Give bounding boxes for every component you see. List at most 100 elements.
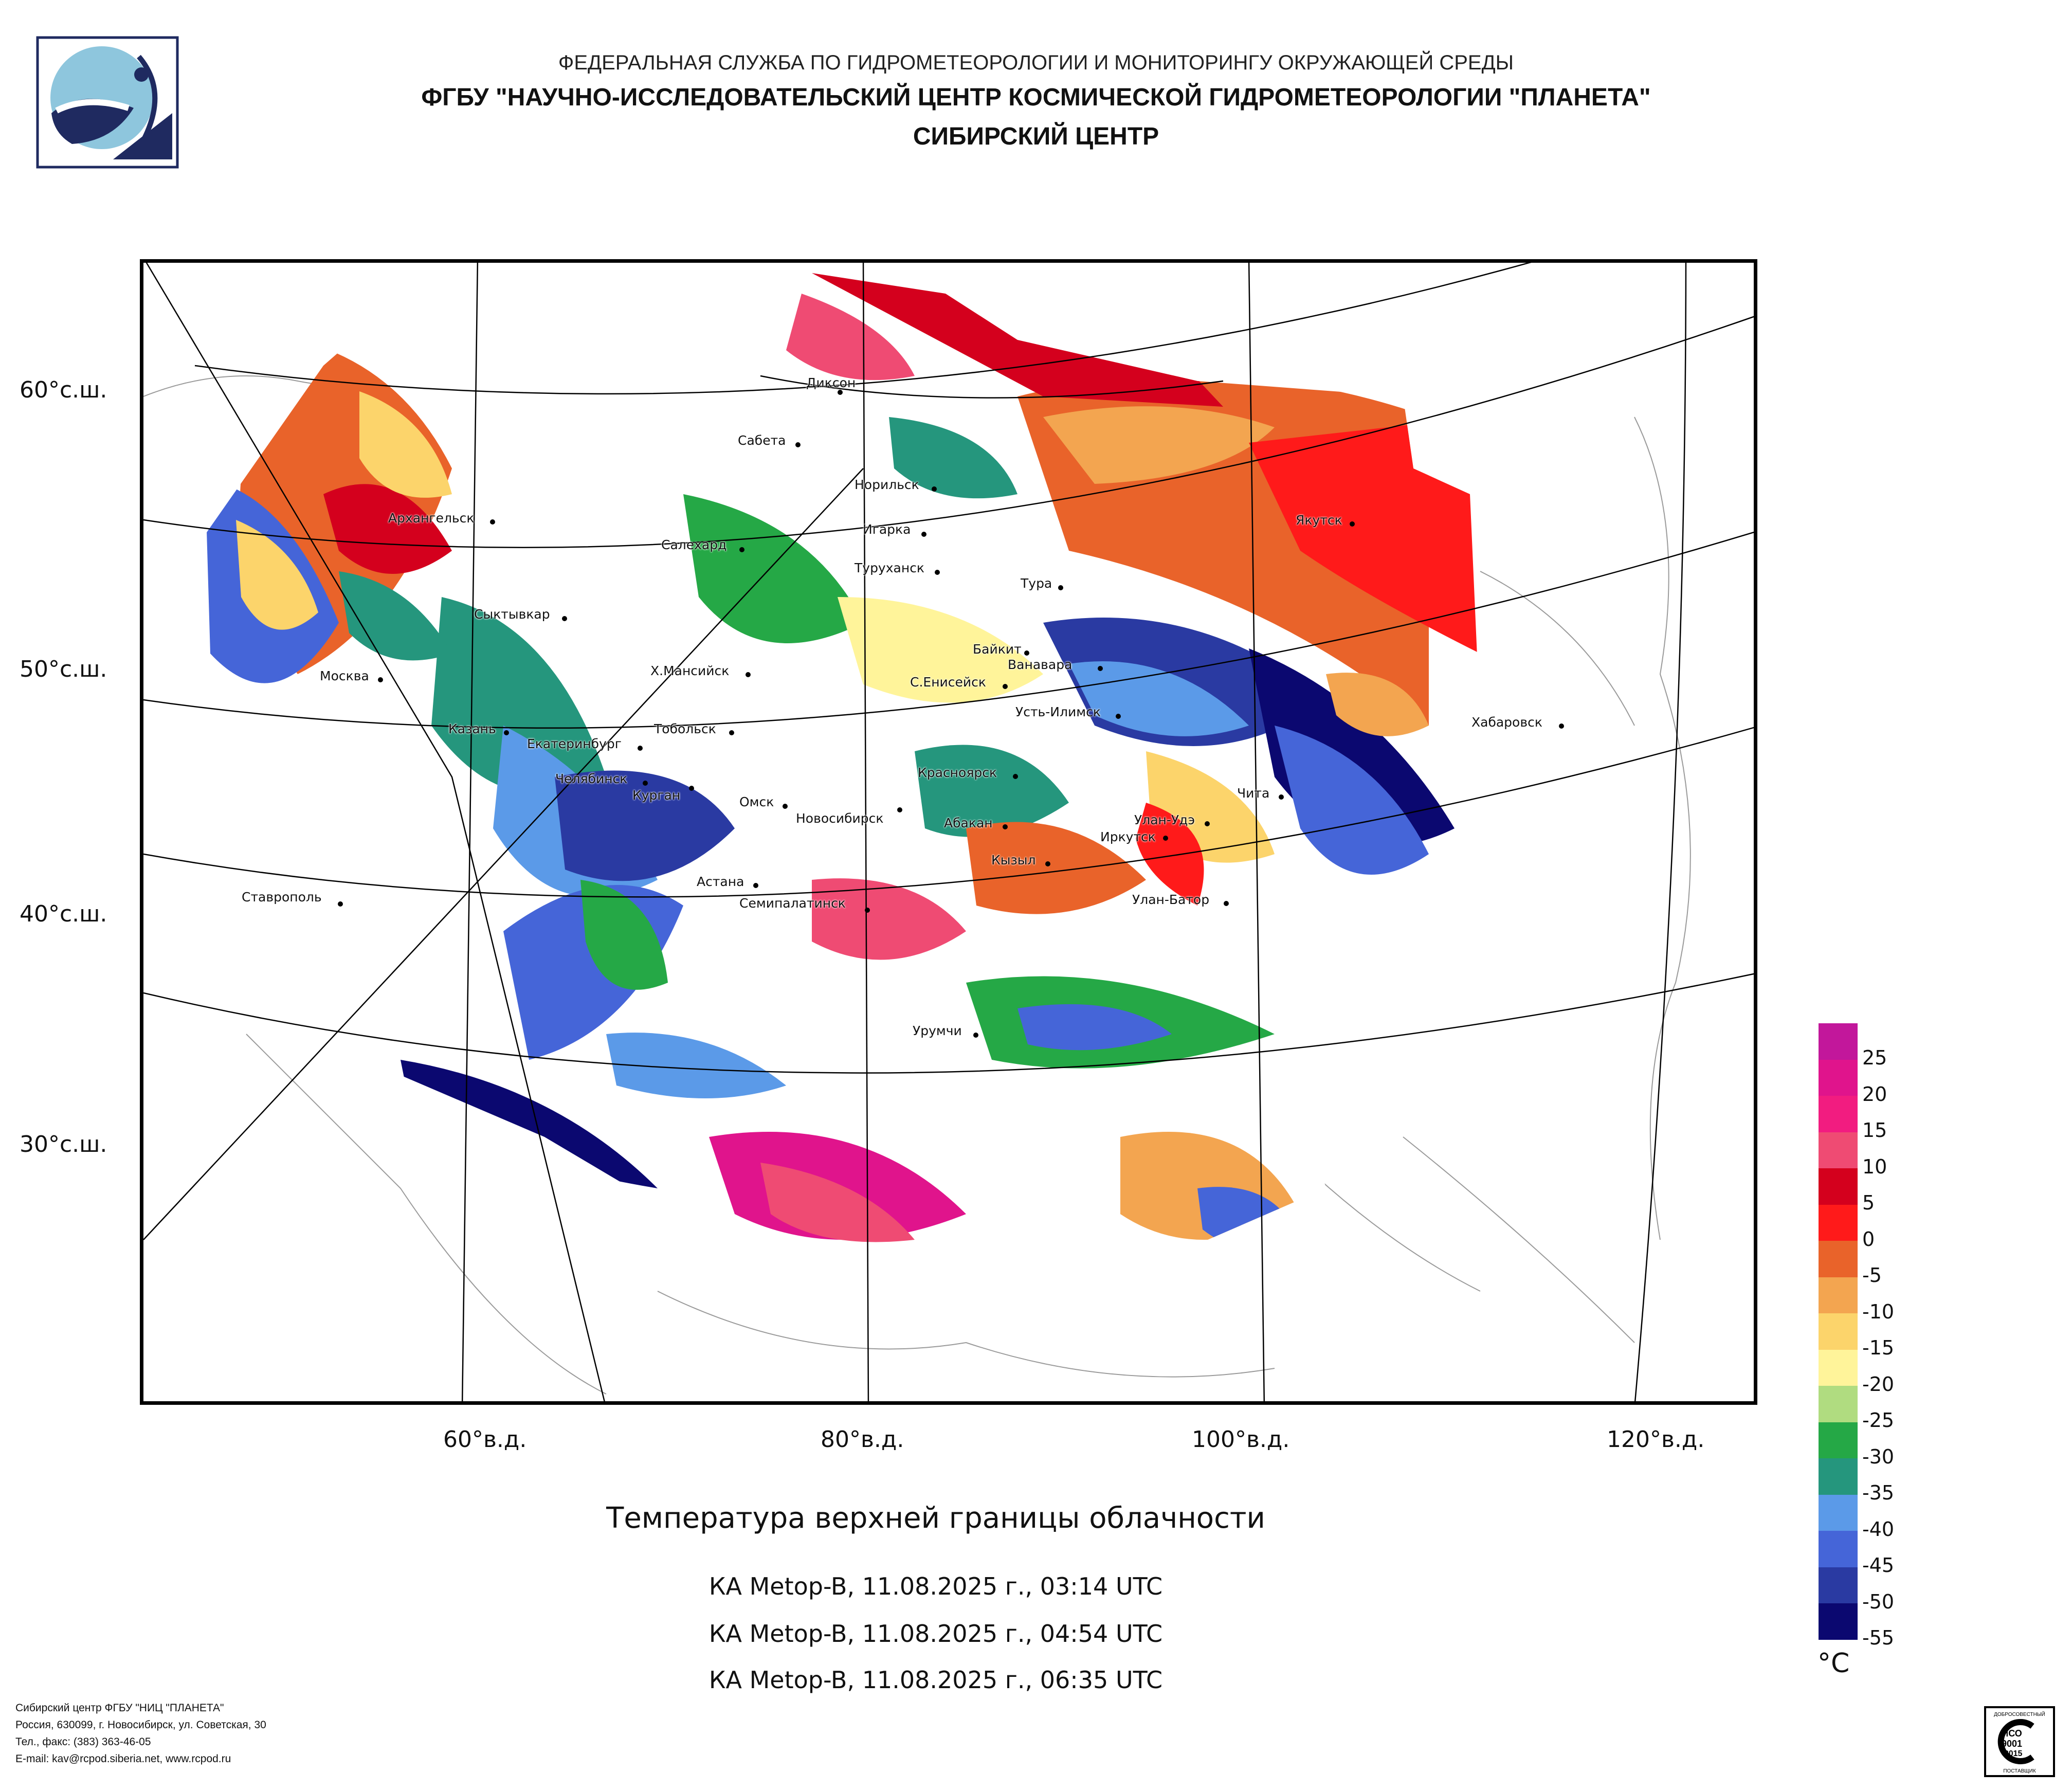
city-label: Сабета bbox=[738, 433, 786, 448]
city-dot bbox=[638, 746, 643, 751]
city-dot bbox=[795, 442, 801, 447]
city-dot bbox=[865, 908, 870, 913]
city-label: Екатеринбург bbox=[527, 736, 622, 751]
city-label: Абакан bbox=[944, 816, 993, 830]
city-label: Хабаровск bbox=[1471, 715, 1542, 730]
city-dot bbox=[921, 532, 926, 537]
city-dot bbox=[1003, 824, 1008, 829]
city-dot bbox=[1224, 901, 1229, 906]
city-dot bbox=[490, 519, 495, 524]
city-label: Тура bbox=[1021, 576, 1052, 591]
city-label: Туруханск bbox=[855, 560, 925, 575]
footer-line: Сибирский центр ФГБУ "НИЦ "ПЛАНЕТА" bbox=[15, 1702, 224, 1714]
city-label: Сыктывкар bbox=[474, 607, 550, 622]
city-label: Красноярск bbox=[918, 765, 997, 780]
legend-label: -10 bbox=[1862, 1300, 1895, 1323]
city-label: Москва bbox=[320, 668, 369, 683]
iso-top-text: ДОБРОСОВЕСТНЫЙ bbox=[1994, 1711, 2045, 1717]
city-label: Чита bbox=[1237, 786, 1270, 801]
legend-unit: °C bbox=[1817, 1648, 1850, 1679]
map-canvas bbox=[143, 263, 1754, 1401]
city-dot bbox=[562, 616, 567, 621]
footer-line: E-mail: kav@rcpod.siberia.net, www.rcpod… bbox=[15, 1753, 231, 1765]
city-dot bbox=[973, 1033, 978, 1038]
legend-swatch bbox=[1819, 1204, 1858, 1241]
city-dot bbox=[1163, 836, 1168, 841]
legend-label: -25 bbox=[1862, 1409, 1895, 1432]
city-dot bbox=[378, 677, 383, 682]
city-label: Архангельск bbox=[388, 511, 475, 526]
city-dot bbox=[932, 486, 937, 492]
city-label: Омск bbox=[739, 794, 774, 809]
legend-label: -20 bbox=[1862, 1373, 1895, 1396]
city-dot bbox=[1205, 821, 1210, 826]
city-label: Курган bbox=[632, 788, 681, 803]
city-label: С.Енисейск bbox=[910, 675, 987, 690]
lat-label-40: 40°с.ш. bbox=[20, 901, 107, 927]
legend-label: -30 bbox=[1862, 1445, 1895, 1468]
city-label: Улан-Батор bbox=[1132, 892, 1210, 907]
city-dot bbox=[338, 901, 343, 907]
city-dot bbox=[1058, 585, 1063, 590]
city-dot bbox=[1045, 861, 1050, 866]
planeta-logo bbox=[36, 36, 179, 169]
city-dot bbox=[1003, 684, 1008, 689]
legend-swatch bbox=[1819, 1096, 1858, 1132]
legend-label: -15 bbox=[1862, 1336, 1895, 1359]
city-dot bbox=[897, 807, 902, 812]
legend-label: -55 bbox=[1862, 1626, 1895, 1649]
legend-swatch bbox=[1819, 1531, 1858, 1567]
city-dot bbox=[1279, 794, 1284, 800]
city-label: Салехард bbox=[661, 537, 727, 552]
city-dot bbox=[1013, 774, 1018, 779]
city-label: Диксон bbox=[806, 375, 856, 390]
lat-label-50: 50°с.ш. bbox=[20, 656, 107, 682]
city-label: Байкит bbox=[973, 642, 1022, 657]
satellite-map bbox=[140, 259, 1757, 1405]
lon-label-80: 80°в.д. bbox=[821, 1426, 904, 1453]
legend-swatch bbox=[1819, 1494, 1858, 1531]
footer-line: Россия, 630099, г. Новосибирск, ул. Сове… bbox=[15, 1719, 266, 1731]
legend-swatch bbox=[1819, 1567, 1858, 1603]
legend-label: 5 bbox=[1862, 1191, 1875, 1214]
iso-bottom-text: ПОСТАВЩИК bbox=[2003, 1768, 2036, 1774]
city-label: Улан-Удэ bbox=[1134, 812, 1195, 827]
city-dot bbox=[935, 570, 940, 575]
city-label: Челябинск bbox=[555, 771, 628, 786]
legend-swatch bbox=[1819, 1349, 1858, 1386]
legend-label: 20 bbox=[1862, 1083, 1887, 1106]
city-label: Ставрополь bbox=[242, 890, 322, 904]
legend-label: -40 bbox=[1862, 1518, 1895, 1541]
city-label: Х.Мансийск bbox=[650, 663, 730, 678]
city-dot bbox=[1559, 723, 1564, 729]
cloud-swath bbox=[179, 263, 1480, 1291]
center-line: СИБИРСКИЙ ЦЕНТР bbox=[913, 123, 1159, 150]
pass-line-2: КА Metop-B, 11.08.2025 г., 04:54 UTC bbox=[708, 1620, 1163, 1648]
city-label: Казань bbox=[448, 721, 496, 736]
city-dot bbox=[643, 781, 648, 786]
lat-label-30: 30°с.ш. bbox=[20, 1131, 107, 1157]
city-dot bbox=[753, 883, 758, 888]
city-label: Ванавара bbox=[1008, 657, 1073, 672]
legend-swatch bbox=[1819, 1458, 1858, 1495]
city-dot bbox=[1098, 666, 1103, 671]
legend-label: -35 bbox=[1862, 1481, 1895, 1504]
legend-swatch bbox=[1819, 1132, 1858, 1168]
chart-title: Температура верхней границы облачности bbox=[606, 1501, 1265, 1535]
legend-swatch bbox=[1819, 1023, 1858, 1060]
city-dot bbox=[1024, 650, 1029, 656]
color-legend bbox=[1819, 1023, 1858, 1640]
city-label: Норильск bbox=[855, 477, 919, 492]
lat-label-60: 60°с.ш. bbox=[20, 377, 107, 403]
iso-badge: ДОБРОСОВЕСТНЫЙ ИСО 9001 -2015 ПОСТАВЩИК bbox=[1984, 1706, 2056, 1778]
legend-swatch bbox=[1819, 1422, 1858, 1458]
iso-number: 9001 bbox=[2002, 1739, 2022, 1749]
institute-line: ФГБУ "НАУЧНО-ИССЛЕДОВАТЕЛЬСКИЙ ЦЕНТР КОС… bbox=[421, 84, 1651, 111]
legend-swatch bbox=[1819, 1386, 1858, 1422]
legend-label: -45 bbox=[1862, 1554, 1895, 1577]
city-dot bbox=[1116, 714, 1121, 719]
city-label: Усть-Илимск bbox=[1015, 704, 1101, 719]
city-dot bbox=[746, 672, 751, 677]
city-dot bbox=[689, 786, 694, 791]
legend-label: 10 bbox=[1862, 1155, 1887, 1178]
